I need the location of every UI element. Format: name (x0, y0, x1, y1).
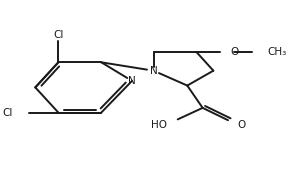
Text: N: N (128, 76, 136, 86)
Text: O: O (237, 120, 245, 130)
Text: CH₃: CH₃ (267, 47, 286, 57)
Text: Cl: Cl (2, 108, 13, 118)
Text: HO: HO (151, 120, 167, 130)
Text: O: O (230, 47, 239, 57)
Text: N: N (150, 66, 157, 76)
Text: Cl: Cl (53, 30, 64, 40)
